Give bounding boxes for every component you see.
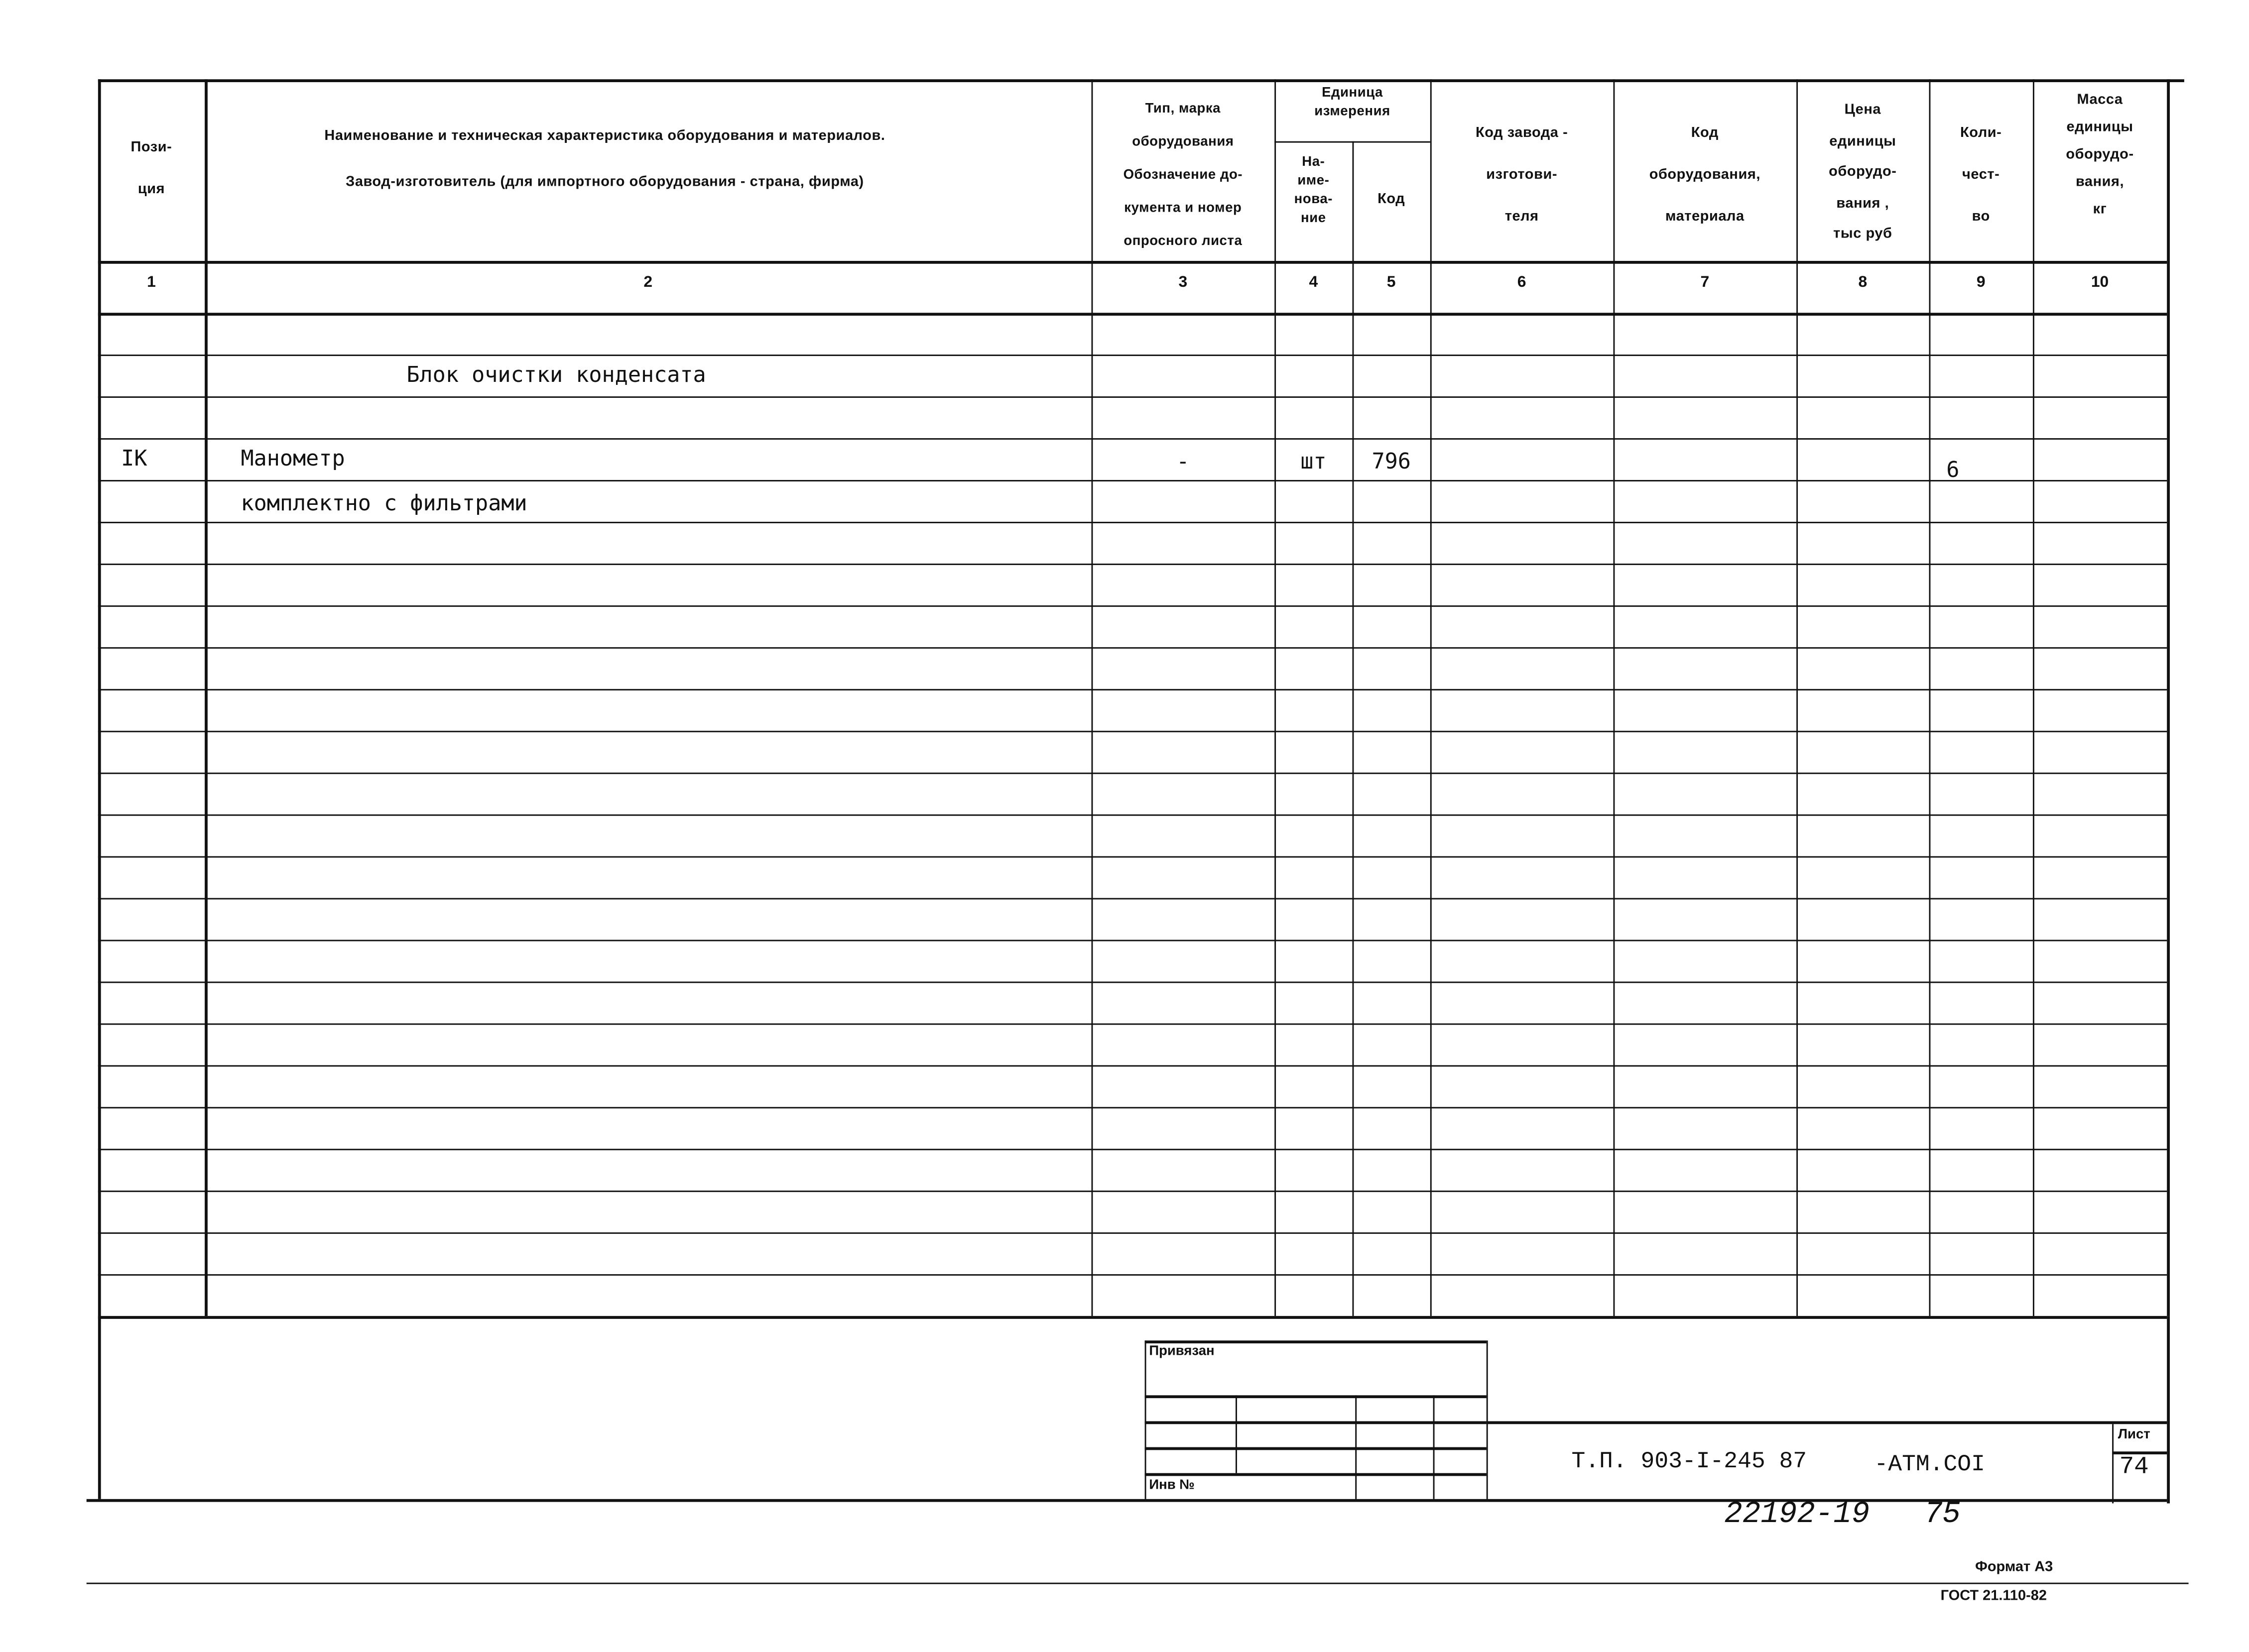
column-number-4: 4 [1309,274,1318,291]
grid-line [98,981,2167,983]
column-number-10: 10 [2091,274,2109,291]
column-number-8: 8 [1858,274,1868,291]
grid-line [98,480,2167,481]
document-suffix: -АТМ.СОI [1874,1451,1985,1478]
cell-name: Манометр [241,445,345,472]
grid-line [98,1232,2167,1234]
grid-line [98,79,101,1316]
sheet-label: Лист [2118,1427,2150,1443]
grid-line [98,772,2167,774]
grid-line [98,1107,2167,1109]
grid-line [98,814,2167,816]
header-unit-group: Единица измерения [1314,85,1390,120]
header-unit-code: Код [1377,192,1405,208]
header-type: Тип, марка оборудования Обозначение до- … [1123,101,1243,249]
cell-name: комплектно с фильтрами [241,490,527,516]
grid-line [98,1149,2167,1151]
grid-line [98,313,2167,316]
grid-line [1236,1395,1237,1473]
grid-line [1486,1340,1488,1499]
cell-name: Блок очистки конденсата [406,361,706,388]
grid-line [1144,1340,1146,1499]
document-code: Т.П. 903-I-245 87 [1571,1448,1807,1475]
grid-line [1352,141,1354,1316]
grid-line [1355,1395,1357,1499]
grid-line [98,898,2167,900]
grid-line [1144,1473,1487,1476]
grid-line [1486,1421,2167,1424]
header-name-line1: Наименование и техническая характеристик… [324,128,885,144]
cell-type: - [1176,448,1190,474]
grid-line [1144,1340,1487,1344]
column-number-7: 7 [1700,274,1710,291]
grid-line [98,260,2167,264]
grid-line [98,1316,2167,1319]
sheet-number: 74 [2119,1454,2149,1482]
grid-line [86,1582,2189,1584]
header-manufacturer-code: Код завода - изготови- теля [1475,125,1568,225]
grid-line [2112,1451,2167,1455]
grid-line [1274,79,1276,1316]
gost-label: ГОСТ 21.110-82 [1940,1588,2047,1605]
grid-line [1929,79,1931,1316]
column-number-3: 3 [1178,274,1188,291]
grid-line [1433,1395,1435,1499]
header-quantity: Коли- чест- во [1960,125,2002,225]
grid-line [98,1190,2167,1192]
header-unit-name: На- име- нова- ние [1294,154,1333,227]
column-number-5: 5 [1386,274,1396,291]
inv-no-label: Инв № [1149,1477,1195,1494]
cell-unit-name: шт [1300,448,1327,474]
column-number-1: 1 [147,274,156,291]
privyazan-label: Привязан [1149,1343,1215,1359]
column-number-2: 2 [643,274,653,291]
grid-line [98,689,2167,691]
grid-line [1144,1421,1487,1424]
grid-line [98,354,2167,356]
header-equipment-code: Код оборудования, материала [1649,125,1760,225]
grid-line [98,605,2167,607]
grid-line [98,730,2167,732]
grid-line [2032,79,2034,1316]
grid-line [98,647,2167,649]
grid-line [98,563,2167,565]
grid-line [1430,79,1432,1316]
grid-line [1091,79,1093,1316]
column-number-9: 9 [1976,274,1986,291]
grid-line [86,1499,2167,1502]
handwritten-number: 22192-19 75 [1724,1499,1961,1533]
grid-line [2167,1316,2170,1504]
grid-line [2167,79,2170,1316]
grid-line [98,1316,101,1499]
grid-line [2112,1424,2114,1504]
header-price: Цена единицы оборудо- вания , тыс руб [1829,102,1897,242]
grid-line [98,940,2167,942]
column-number-6: 6 [1517,274,1526,291]
grid-line [1613,79,1615,1316]
header-position: Пози- ция [130,139,172,198]
grid-line [98,79,2184,83]
cell-unit-code: 796 [1372,448,1411,474]
grid-line [98,1023,2167,1025]
header-mass: Масса единицы оборудо- вания, кг [2066,92,2134,218]
grid-line [98,856,2167,858]
grid-line [98,521,2167,523]
grid-line [98,1274,2167,1276]
grid-line [98,1065,2167,1067]
cell-quantity: 6 [1946,457,1960,483]
grid-line [1144,1447,1487,1450]
grid-line [1144,1395,1487,1399]
grid-line [1796,79,1798,1316]
grid-line [98,396,2167,398]
format-label: Формат А3 [1975,1559,2053,1576]
header-name-line2: Завод-изготовитель (для импортного обору… [346,174,864,191]
cell-position: IK [121,445,147,472]
grid-line [98,438,2167,440]
grid-line [205,79,208,1316]
